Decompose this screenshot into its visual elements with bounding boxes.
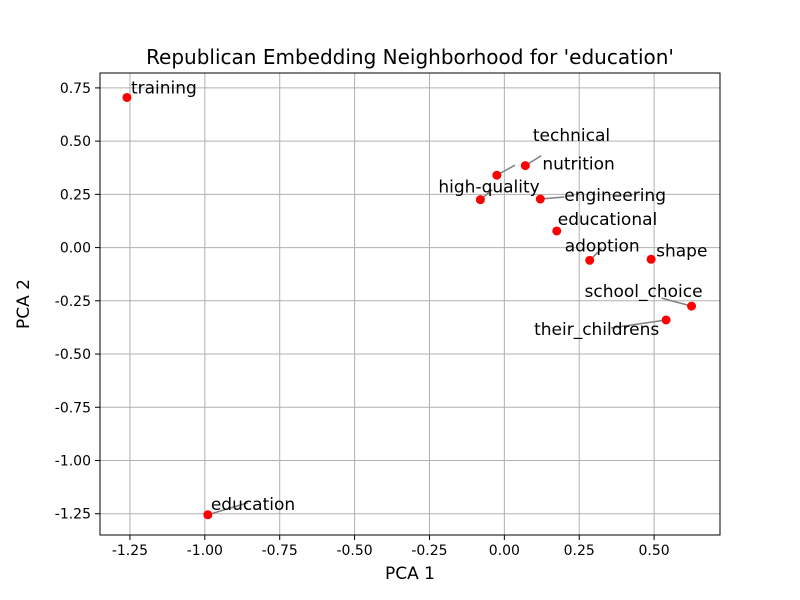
data-point xyxy=(585,255,595,265)
label-connector xyxy=(207,502,249,516)
y-tick-label: -1.00 xyxy=(55,453,91,469)
plot-frame xyxy=(99,72,721,536)
data-point xyxy=(687,301,697,311)
point-label: high-quality xyxy=(438,178,539,198)
point-label: education xyxy=(211,495,295,515)
point-label: educational xyxy=(558,210,658,230)
data-point xyxy=(552,226,562,236)
data-point xyxy=(535,194,545,204)
y-axis-label: PCA 2 xyxy=(14,279,34,329)
y-tick-label: 0.25 xyxy=(60,187,91,203)
point-label: their_childrens xyxy=(534,320,659,340)
y-tick-label: -0.25 xyxy=(55,294,91,310)
data-point xyxy=(520,161,530,171)
data-point xyxy=(646,254,656,264)
label-connector xyxy=(661,297,692,307)
data-points xyxy=(122,92,697,520)
axis-ticks: -1.25 -1.00 -0.75 -0.50 -0.25 0.00 0.25 0.50 0.7… xyxy=(55,81,670,559)
data-point xyxy=(122,92,132,102)
chart-title: Republican Embedding Neighborhood for 'e… xyxy=(146,45,674,69)
data-point xyxy=(661,315,671,325)
x-tick-label: 0.25 xyxy=(564,543,595,559)
point-label: engineering xyxy=(564,186,666,206)
x-tick-label: -0.50 xyxy=(336,543,372,559)
data-point xyxy=(203,510,213,520)
point-label: training xyxy=(131,78,197,98)
y-tick-label: 0.75 xyxy=(60,81,91,97)
point-label: technical xyxy=(533,126,610,146)
data-point xyxy=(492,170,502,180)
x-tick-label: -1.25 xyxy=(112,543,148,559)
grid xyxy=(100,73,720,535)
data-point xyxy=(475,195,485,205)
y-tick-label: -1.25 xyxy=(55,507,91,523)
x-tick-label: -0.25 xyxy=(411,543,447,559)
label-connector xyxy=(610,319,667,329)
point-label: adoption xyxy=(565,236,640,256)
y-tick-label: 0.50 xyxy=(60,134,91,150)
x-tick-label: 0.00 xyxy=(489,543,520,559)
point-label: school_choice xyxy=(585,282,703,302)
x-axis-label: PCA 1 xyxy=(385,564,435,584)
point-label: nutrition xyxy=(542,155,615,175)
point-label: shape xyxy=(656,241,707,261)
x-tick-label: -1.00 xyxy=(187,543,223,559)
y-tick-label: 0.00 xyxy=(60,241,91,257)
x-tick-label: -0.75 xyxy=(262,543,298,559)
x-tick-label: 0.50 xyxy=(639,543,670,559)
y-tick-label: -0.75 xyxy=(55,400,91,416)
y-tick-label: -0.50 xyxy=(55,347,91,363)
